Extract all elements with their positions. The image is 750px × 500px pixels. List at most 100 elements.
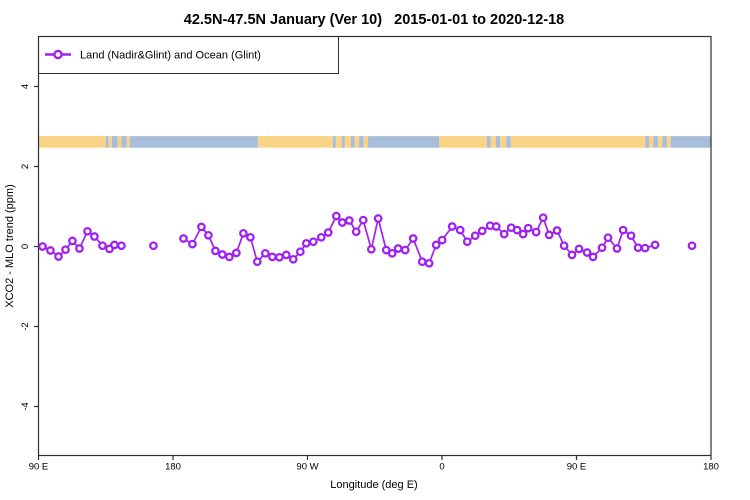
data-point <box>523 223 533 233</box>
x-tick-label: 90 W <box>296 462 318 473</box>
data-point <box>470 231 480 241</box>
map-strip-segment-land <box>117 136 122 148</box>
data-series-layer <box>38 211 697 268</box>
data-point <box>512 225 522 235</box>
data-point <box>431 240 441 250</box>
data-point <box>117 241 126 251</box>
legend: Land (Nadir&Glint) and Ocean (Glint) <box>38 36 339 74</box>
data-point <box>268 252 277 262</box>
data-point <box>38 242 47 251</box>
data-point <box>567 250 577 260</box>
y-tick-label: -2 <box>20 322 31 330</box>
data-point <box>366 244 376 254</box>
map-strip-segment-land <box>354 136 360 148</box>
map-strip-segment-ocean <box>129 136 259 148</box>
data-point <box>316 232 326 242</box>
data-point <box>626 231 636 241</box>
data-point <box>612 244 622 253</box>
map-strip-segment-land <box>258 136 333 148</box>
map-strip-segment-ocean <box>350 136 355 148</box>
y-tick-label: 0 <box>20 244 31 249</box>
x-tick-label: 180 <box>703 462 719 473</box>
data-point <box>477 226 487 236</box>
data-point <box>574 244 584 254</box>
map-strip-segment-ocean <box>341 136 345 148</box>
map-strip-segment-land <box>510 136 646 148</box>
map-strip-segment-land <box>439 136 487 148</box>
chart-title: 42.5N-47.5N January (Ver 10) 2015-01-01 … <box>184 12 564 28</box>
map-strip-segment-ocean <box>645 136 649 148</box>
data-point <box>275 252 284 262</box>
data-point <box>179 234 188 243</box>
data-point <box>597 243 607 253</box>
data-point <box>68 236 77 246</box>
x-tick-label: 0 <box>439 462 444 473</box>
data-point <box>559 241 569 251</box>
data-point <box>400 245 410 255</box>
map-strip-segment-land <box>126 136 130 148</box>
legend-box <box>38 36 339 74</box>
map-strip-segment-land <box>108 136 112 148</box>
data-point <box>188 239 197 249</box>
map-strip-segment-land <box>648 136 654 148</box>
data-point <box>46 246 55 255</box>
land-ocean-map-strip <box>38 136 711 148</box>
data-point <box>373 214 383 223</box>
data-point <box>344 216 354 225</box>
legend-label: Land (Nadir&Glint) and Ocean (Glint) <box>80 50 261 62</box>
data-point <box>252 257 262 267</box>
map-strip-segment-ocean <box>368 136 440 148</box>
data-point <box>75 244 84 253</box>
map-strip-segment-land <box>490 136 496 148</box>
data-point <box>358 215 368 225</box>
data-point <box>462 237 472 247</box>
data-point <box>83 226 92 236</box>
data-point <box>98 241 107 251</box>
map-strip-segment-land <box>335 136 342 148</box>
data-point <box>323 228 333 237</box>
data-point <box>288 254 298 264</box>
map-strip-segment-land <box>363 136 369 148</box>
data-point <box>455 225 465 235</box>
data-point <box>261 248 270 258</box>
map-strip-segment-ocean <box>332 136 336 148</box>
data-point <box>538 213 548 223</box>
data-point <box>301 238 311 248</box>
x-axis-label: Longitude (deg E) <box>330 479 417 491</box>
data-point <box>618 225 628 235</box>
data-point <box>90 232 99 241</box>
data-point <box>224 252 234 262</box>
data-point <box>281 250 291 260</box>
map-strip-segment-ocean <box>359 136 364 148</box>
map-strip-segment-land <box>38 136 106 148</box>
map-strip-segment-ocean <box>486 136 491 148</box>
map-strip-segment-ocean <box>105 136 109 148</box>
data-point <box>54 252 63 261</box>
data-point <box>603 233 613 243</box>
y-axis-label: XCO2 - MLO trend (ppm) <box>4 184 16 307</box>
data-point <box>246 232 255 242</box>
series-line <box>183 214 656 265</box>
data-point <box>552 226 562 235</box>
data-point <box>387 248 397 258</box>
data-point <box>499 229 509 239</box>
y-tick-label: 4 <box>20 84 31 89</box>
data-point <box>197 222 206 232</box>
map-strip-segment-land <box>666 136 671 148</box>
map-strip-segment-land <box>344 136 351 148</box>
data-point <box>149 241 158 251</box>
map-strip-segment-ocean <box>111 136 118 148</box>
data-point <box>232 248 241 258</box>
data-point <box>417 257 427 267</box>
plot-border <box>37 35 712 457</box>
data-point <box>337 218 347 227</box>
data-point <box>204 230 213 240</box>
map-strip-segment-land <box>500 136 507 148</box>
map-strip-segment-ocean <box>670 136 711 148</box>
data-point <box>518 229 528 239</box>
x-tick-label: 90 E <box>567 462 587 473</box>
map-strip-segment-ocean <box>121 136 127 148</box>
data-point <box>424 258 434 268</box>
